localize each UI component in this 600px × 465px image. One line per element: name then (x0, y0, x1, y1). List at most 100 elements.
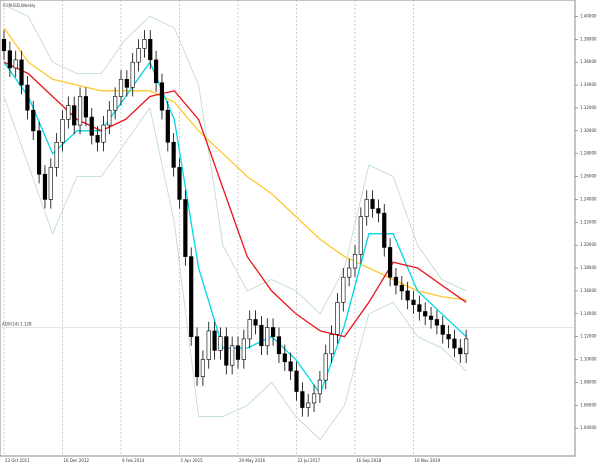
candle-body (370, 199, 375, 209)
x-tick-label: 5 Apr 2015 (181, 458, 204, 463)
y-tick-label: 1.24000 (580, 196, 597, 201)
candle-body (142, 39, 147, 49)
x-tick-label: 9 Feb 2014 (122, 458, 145, 463)
candle-body (206, 330, 211, 360)
candle-body (218, 336, 223, 351)
candle-body (89, 116, 94, 136)
candle-body (329, 334, 334, 355)
y-tick-label: 1.10000 (580, 357, 597, 362)
candle-body (189, 256, 194, 337)
chart-title: EURUSD,Weekly (3, 3, 36, 8)
candle-body (171, 141, 176, 168)
candle-body (464, 338, 469, 355)
candle-body (387, 247, 393, 278)
candle-body (66, 105, 71, 120)
candle-body (405, 290, 410, 301)
y-tick-label: 1.36000 (580, 59, 597, 64)
candle-body (434, 319, 440, 326)
candle-body (235, 345, 241, 360)
indicator-line (3, 96, 467, 441)
candle-body (31, 109, 36, 132)
candle-body (428, 315, 434, 320)
y-tick-label: 1.20000 (580, 242, 597, 247)
candle-body (417, 304, 422, 312)
candle-body (399, 284, 404, 292)
indicator-line (3, 4, 467, 315)
candle-body (212, 330, 217, 351)
y-tick-label: 1.40000 (580, 13, 597, 18)
candle-body (247, 319, 252, 340)
candle-body (306, 402, 311, 408)
candle-body (423, 311, 428, 317)
y-tick-label: 1.06000 (580, 402, 597, 407)
y-tick-label: 1.16000 (580, 288, 597, 293)
candle-body (154, 59, 159, 84)
candle-body (311, 393, 317, 404)
candle-body (288, 361, 293, 372)
candle-body (107, 109, 112, 126)
x-tick-label: 16 Sep 2018 (356, 458, 382, 463)
candle-body (36, 130, 42, 175)
x-tick-label: 10 Nov 2019 (415, 458, 441, 463)
candle-body (440, 324, 445, 335)
candle-body (19, 59, 24, 86)
candle-body (83, 96, 88, 118)
candle-body (183, 199, 188, 257)
candle-body (124, 79, 129, 88)
y-tick-label: 1.38000 (580, 36, 597, 41)
candle-body (341, 276, 346, 303)
candle-body (25, 84, 30, 111)
candle-body (270, 327, 276, 337)
y-tick-label: 1.18000 (580, 265, 597, 270)
candle-body (458, 347, 463, 355)
candle-body (446, 334, 451, 340)
candle-body (77, 96, 83, 126)
candle-body (159, 82, 165, 111)
y-tick-label: 1.08000 (580, 379, 597, 384)
candle-body (411, 299, 416, 305)
y-tick-label: 1.04000 (580, 425, 597, 430)
candle-body (230, 345, 235, 366)
candle-body (259, 324, 264, 347)
candle-body (282, 353, 287, 363)
candle-body (300, 391, 305, 408)
candle-body (7, 50, 12, 69)
candle-body (1, 39, 7, 52)
x-tick-label: 23 Oct 2011 (5, 458, 30, 463)
y-tick-label: 1.30000 (580, 128, 597, 133)
candle-body (265, 327, 270, 347)
candle-body (101, 124, 106, 143)
candle-body (118, 79, 124, 97)
candle-body (54, 141, 59, 168)
candle-body (382, 212, 387, 248)
candle-body (177, 167, 182, 200)
candle-body (241, 338, 246, 360)
candle-body (335, 302, 340, 335)
candle-body (276, 336, 282, 355)
candle-body (72, 105, 77, 126)
candle-body (294, 370, 299, 392)
candle-body (393, 276, 399, 286)
candle-body (48, 167, 53, 200)
candle-body (136, 48, 141, 63)
candle-body (224, 336, 229, 366)
level-label: ADX(14) 1.128 (2, 321, 32, 326)
candle-body (347, 267, 352, 278)
candle-body (376, 208, 381, 214)
y-tick-label: 1.26000 (580, 174, 597, 179)
y-tick-label: 1.28000 (580, 151, 597, 156)
indicator-line (3, 27, 467, 301)
candle-body (130, 61, 135, 88)
candle-body (13, 59, 18, 69)
candle-body (148, 39, 153, 61)
candle-body (113, 96, 118, 111)
candle-body (358, 216, 363, 255)
candle-body (452, 338, 457, 349)
candle-body (352, 254, 358, 269)
plot-frame (0, 0, 576, 457)
x-tick-label: 29 May 2016 (239, 458, 266, 463)
candle-body (364, 199, 369, 217)
candle-body (323, 353, 328, 381)
